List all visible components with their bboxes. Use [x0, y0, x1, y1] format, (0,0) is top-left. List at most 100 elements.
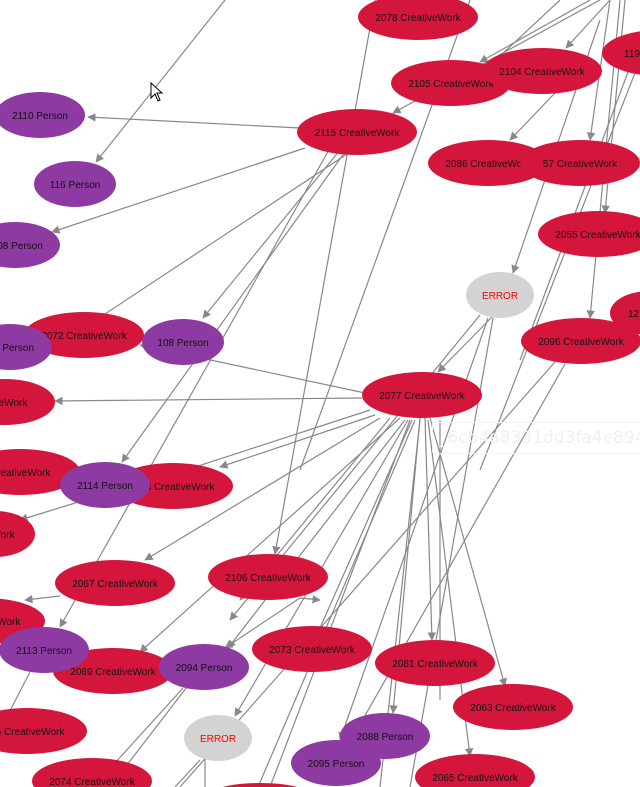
edge-arrow: [19, 499, 86, 522]
node-shape[interactable]: [358, 0, 478, 40]
edge-arrow: [429, 417, 508, 687]
creativework-node[interactable]: 2073 CreativeWork: [252, 626, 372, 672]
node-label: 2113 Person: [16, 646, 72, 657]
edge-arrow: [219, 414, 376, 469]
node-shape[interactable]: [252, 626, 372, 672]
edge-arrow: [349, 363, 566, 743]
node-shape[interactable]: [142, 319, 224, 365]
person-node[interactable]: 2113 Person: [0, 627, 89, 673]
creativework-node[interactable]: 57 CreativeWork: [520, 140, 640, 186]
creativework-node[interactable]: 2074 CreativeWork: [32, 758, 152, 787]
creativework-node[interactable]: 2067 CreativeWork: [55, 560, 175, 606]
edge-arrow: [509, 92, 556, 141]
node-label: 08 Person: [0, 241, 43, 252]
node-shape[interactable]: [521, 318, 640, 364]
creativework-node[interactable]: 2115 CreativeWork: [297, 109, 417, 155]
creativework-node[interactable]: 2104 CreativeWork: [482, 48, 602, 94]
node-shape[interactable]: [538, 211, 640, 257]
creativework-node[interactable]: 2081 CreativeWork: [375, 640, 495, 686]
node-label: 12: [628, 309, 640, 320]
node-shape[interactable]: [0, 324, 52, 370]
creativework-node[interactable]: 2063 CreativeWork: [453, 684, 573, 730]
creativework-node[interactable]: 2096 CreativeWork: [521, 318, 640, 364]
creativework-node[interactable]: 2072 CreativeWork: [24, 312, 144, 358]
node-shape[interactable]: [32, 758, 152, 787]
node-label: 2074 CreativeWork: [49, 777, 135, 787]
mouse-cursor-icon: [150, 82, 164, 102]
node-shape[interactable]: [0, 627, 89, 673]
node-shape[interactable]: [297, 109, 417, 155]
edge-arrow: [24, 594, 61, 604]
edge-arrow: [269, 419, 411, 787]
creativework-node[interactable]: 2065 CreativeWork: [415, 754, 535, 787]
node-label: 2115 CreativeWork: [315, 128, 401, 139]
node-shape[interactable]: [184, 715, 252, 761]
error-node[interactable]: ERROR: [466, 272, 534, 318]
node-shape[interactable]: [0, 449, 80, 495]
node-shape[interactable]: [159, 644, 249, 690]
node-shape[interactable]: [34, 161, 116, 207]
node-label: 2055 CreativeWork: [555, 230, 640, 241]
node-shape[interactable]: [208, 554, 328, 600]
person-node[interactable]: 2094 Person: [159, 644, 249, 690]
node-shape[interactable]: [210, 783, 310, 787]
node-shape[interactable]: [482, 48, 602, 94]
node-shape[interactable]: [55, 560, 175, 606]
creativework-node[interactable]: 8 CreativeWork: [0, 449, 80, 495]
person-node[interactable]: 08 Person: [0, 222, 60, 268]
node-label: tiveWork: [0, 398, 28, 409]
node-shape[interactable]: [0, 379, 55, 425]
node-shape[interactable]: [466, 272, 534, 318]
creativework-node[interactable]: 2055 CreativeWork: [538, 211, 640, 257]
person-node[interactable]: 108 Person: [142, 319, 224, 365]
node-label: 2106 CreativeWork: [225, 573, 311, 584]
node-label: 2094 Person: [176, 663, 233, 674]
node-label: 2063 CreativeWork: [470, 703, 556, 714]
node-shape[interactable]: [375, 640, 495, 686]
person-node[interactable]: 2110 Person: [0, 92, 85, 138]
creativework-node[interactable]: 5 CreativeWork: [0, 708, 87, 754]
edge-arrow: [121, 151, 346, 463]
node-shape[interactable]: [362, 372, 482, 418]
node-shape[interactable]: [0, 222, 60, 268]
node-label: 2105 CreativeWork: [408, 79, 494, 90]
node-shape[interactable]: [520, 140, 640, 186]
node-label: 2095 Person: [308, 759, 365, 770]
node-shape[interactable]: [60, 462, 150, 508]
node-shape[interactable]: [453, 684, 573, 730]
node-shape[interactable]: [428, 140, 548, 186]
error-node[interactable]: ERROR: [184, 715, 252, 761]
node-label: 2110 Person: [12, 111, 68, 122]
node-shape[interactable]: [291, 740, 381, 786]
person-node[interactable]: 116 Person: [34, 161, 116, 207]
edge-arrow: [202, 149, 341, 319]
creativework-node[interactable]: 2077 CreativeWork: [362, 372, 482, 418]
creativework-node[interactable]: Work: [0, 511, 35, 557]
creativework-node[interactable]: 2078 CreativeWork: [358, 0, 478, 40]
creativework-node[interactable]: 2105 CreativeWork: [391, 60, 511, 106]
creativework-node[interactable]: [210, 783, 310, 787]
node-label: 2077 CreativeWork: [379, 391, 465, 402]
creativework-node[interactable]: 2086 CreativeWork: [428, 140, 548, 186]
node-shape[interactable]: [0, 708, 87, 754]
person-node[interactable]: 2114 Person: [60, 462, 150, 508]
edge-arrow: [224, 597, 301, 649]
person-node[interactable]: 7 Person: [0, 324, 52, 370]
node-shape[interactable]: [0, 92, 85, 138]
node-shape[interactable]: [0, 511, 35, 557]
edge-arrow: [424, 417, 436, 641]
node-label: 2104 CreativeWork: [499, 67, 585, 78]
watermark-text: _6cb4a8331dd3fa4e894505be1: [432, 422, 640, 454]
node-shape[interactable]: [602, 30, 640, 76]
node-shape[interactable]: [391, 60, 511, 106]
edge-arrow: [51, 147, 306, 234]
edge-arrow: [479, 59, 640, 471]
person-node[interactable]: 2095 Person: [291, 740, 381, 786]
creativework-node[interactable]: 2106 CreativeWork: [208, 554, 328, 600]
node-shape[interactable]: [24, 312, 144, 358]
creativework-node[interactable]: 119 CreativeWork: [602, 30, 640, 76]
node-shape[interactable]: [415, 754, 535, 787]
creativework-node[interactable]: tiveWork: [0, 379, 55, 425]
